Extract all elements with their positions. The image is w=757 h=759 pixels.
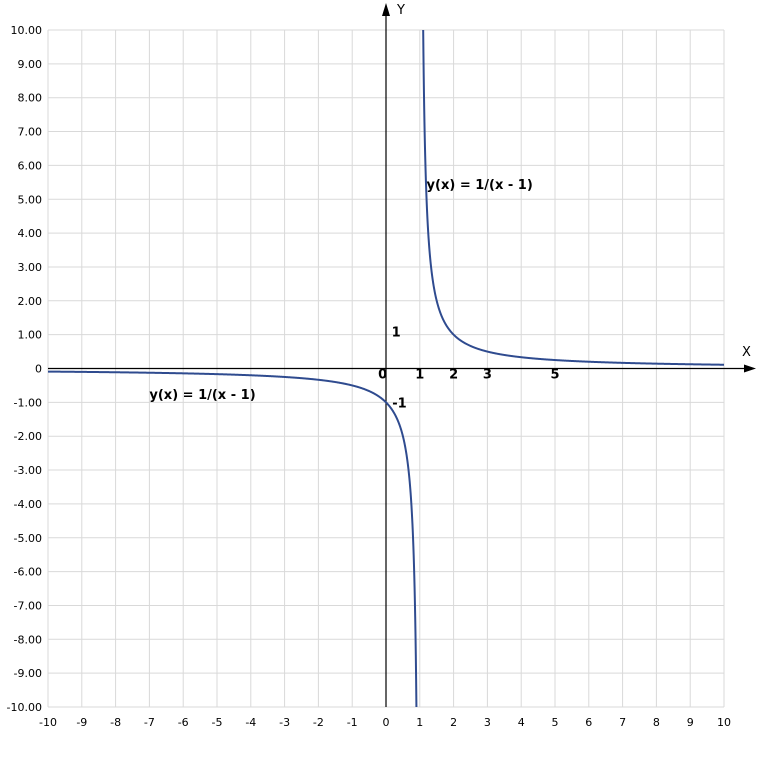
function-label: y(x) = 1/(x - 1)	[427, 178, 533, 193]
y-axis-label: Y	[396, 3, 405, 18]
y-tick-label: -6.00	[14, 566, 42, 579]
y-tick-label: 9.00	[18, 58, 43, 71]
x-tick-label: 10	[717, 716, 731, 729]
y-tick-label: -9.00	[14, 667, 42, 680]
x-tick-label: -1	[347, 716, 358, 729]
y-tick-label: 1.00	[18, 329, 43, 342]
x-tick-label: 8	[653, 716, 660, 729]
annotation-label: 0	[378, 368, 387, 383]
y-tick-label: -10.00	[7, 701, 42, 714]
x-tick-label: -9	[76, 716, 87, 729]
x-tick-label: 3	[484, 716, 491, 729]
y-tick-label: 5.00	[18, 193, 43, 206]
curve-left-branch	[48, 370, 418, 708]
annotation-label: -1	[392, 396, 406, 411]
x-tick-label: 7	[619, 716, 626, 729]
y-tick-label: -5.00	[14, 532, 42, 545]
annotation-label: 5	[550, 368, 559, 383]
x-tick-label: -2	[313, 716, 324, 729]
annotation-label: 2	[449, 368, 458, 383]
annotation-label: 1	[392, 325, 401, 340]
x-tick-label: -6	[178, 716, 189, 729]
y-tick-label: 3.00	[18, 261, 43, 274]
y-tick-label: -2.00	[14, 430, 42, 443]
function-label: y(x) = 1/(x - 1)	[149, 388, 255, 403]
y-tick-label: -4.00	[14, 498, 42, 511]
y-tick-label: -3.00	[14, 464, 42, 477]
annotation-label: 1	[415, 368, 424, 383]
x-tick-label: -4	[245, 716, 256, 729]
x-tick-label: 9	[687, 716, 694, 729]
x-tick-label: -8	[110, 716, 121, 729]
x-tick-label: 6	[585, 716, 592, 729]
x-tick-label: -10	[39, 716, 57, 729]
x-tick-label: -5	[212, 716, 223, 729]
y-tick-label: -8.00	[14, 633, 42, 646]
y-tick-label: -1.00	[14, 396, 42, 409]
y-tick-label: 8.00	[18, 92, 43, 105]
y-tick-label: 10.00	[11, 24, 43, 37]
x-axis-arrow	[744, 364, 756, 373]
x-tick-label: 4	[518, 716, 525, 729]
x-tick-label: -3	[279, 716, 290, 729]
x-tick-label: 0	[383, 716, 390, 729]
y-tick-label: -7.00	[14, 599, 42, 612]
curve-right-branch	[422, 29, 724, 366]
y-tick-label: 0	[35, 363, 42, 376]
x-tick-label: 5	[552, 716, 559, 729]
y-axis-arrow	[382, 3, 390, 16]
x-tick-label: 1	[416, 716, 423, 729]
x-tick-label: -7	[144, 716, 155, 729]
x-tick-label: 2	[450, 716, 457, 729]
y-tick-label: 7.00	[18, 126, 43, 139]
x-axis-label: X	[742, 345, 751, 360]
y-tick-label: 6.00	[18, 159, 43, 172]
series-curve	[48, 29, 724, 708]
y-tick-label: 2.00	[18, 295, 43, 308]
y-tick-label: 4.00	[18, 227, 43, 240]
annotation-label: 3	[483, 368, 492, 383]
